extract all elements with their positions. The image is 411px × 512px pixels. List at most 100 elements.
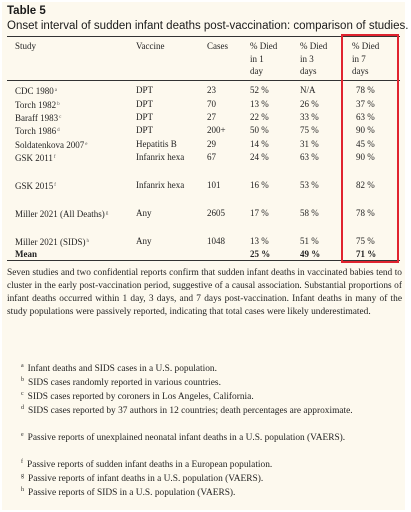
vaccine: Any xyxy=(136,236,152,246)
died-3-days: 33 % xyxy=(300,112,319,122)
footnote-marker: d xyxy=(21,405,24,411)
footnote-marker: g xyxy=(21,473,24,479)
cases: 70 xyxy=(207,99,216,109)
footnote-mark: f xyxy=(53,155,56,160)
mean-label: Mean xyxy=(15,249,37,259)
study-name: Torch 1986d xyxy=(15,126,60,136)
footnote-text: SIDS cases randomly reported in various … xyxy=(28,378,221,388)
header-died-7-days: % Died in 7 days xyxy=(352,40,379,78)
died-3-days: 31 % xyxy=(300,139,319,149)
study-name: Soldatenkova 2007e xyxy=(15,140,88,150)
died-7-days: 45 % xyxy=(356,139,375,149)
vaccine: DPT xyxy=(136,99,154,109)
footnote-item: h Passive reports of SIDS in a U.S. popul… xyxy=(7,484,402,500)
cases: 1048 xyxy=(207,236,225,246)
header-died-1-day: % Died in 1 day xyxy=(250,40,277,78)
vaccine: Any xyxy=(136,208,152,218)
died-3-days: 58 % xyxy=(300,208,319,218)
died-7-days: 82 % xyxy=(356,180,375,190)
cases: 67 xyxy=(207,152,216,162)
vaccine: Infanrix hexa xyxy=(136,152,185,162)
died-7-days: 37 % xyxy=(356,99,375,109)
died-7-days: 63 % xyxy=(356,112,375,122)
header-d3-line1: % Died xyxy=(300,41,328,51)
footnote-mark: h xyxy=(86,239,90,244)
mean-7-days: 71 % xyxy=(356,249,377,259)
footnote-item: c SIDS cases reported by coroners in Los … xyxy=(7,388,402,404)
footnote-item: f Passive reports of sudden infant deaths… xyxy=(7,456,402,472)
footnote-item: b SIDS cases randomly reported in various… xyxy=(7,374,402,390)
header-d3-line3: days xyxy=(300,66,317,76)
header-d3-line2: in 3 xyxy=(300,53,314,64)
vaccine: Infanrix hexa xyxy=(136,180,185,190)
died-7-days: 78 % xyxy=(356,85,375,95)
footnote-marker: a xyxy=(21,363,24,369)
highlight-7-day-column xyxy=(341,34,399,263)
died-3-days: 26 % xyxy=(300,99,319,109)
study-name: Miller 2021 (SIDS)h xyxy=(15,237,90,247)
died-1-day: 52 % xyxy=(250,85,269,95)
table-title: Table 5 xyxy=(7,5,46,17)
died-7-days: 90 % xyxy=(356,125,375,135)
cases: 101 xyxy=(207,180,221,190)
top-rule xyxy=(7,36,400,37)
study-name: Torch 1982b xyxy=(15,100,60,110)
mean-1-day: 25 % xyxy=(250,249,271,259)
footnote-mark: e xyxy=(85,142,88,147)
study-name: Miller 2021 (All Deaths)g xyxy=(15,209,109,219)
died-3-days: N/A xyxy=(300,85,316,95)
cases: 200+ xyxy=(207,125,226,135)
study-name: CDC 1980a xyxy=(15,86,57,96)
died-1-day: 50 % xyxy=(250,125,269,135)
study-name: GSK 2015f xyxy=(15,181,56,191)
footnote-text: Passive reports of infant deaths in a U.… xyxy=(28,474,264,484)
died-7-days: 90 % xyxy=(356,152,375,162)
vaccine: Hepatitis B xyxy=(136,139,177,149)
cases: 27 xyxy=(207,112,216,122)
header-study: Study xyxy=(15,41,37,51)
header-d7-line3: days xyxy=(352,66,369,76)
table-summary: Seven studies and two confidential repor… xyxy=(7,268,402,317)
footnote-mark: g xyxy=(105,211,109,216)
footnote-item: d SIDS cases reported by 37 authors in 12… xyxy=(7,402,402,418)
died-3-days: 53 % xyxy=(300,180,319,190)
died-1-day: 17 % xyxy=(250,208,269,218)
footnote-mark: d xyxy=(57,128,60,133)
footnote-marker: e xyxy=(21,432,24,438)
vaccine: DPT xyxy=(136,125,154,135)
footnote-text: Infant deaths and SIDS cases in a U.S. p… xyxy=(27,364,217,374)
footnote-marker: c xyxy=(21,391,24,397)
study-name: Baraff 1983c xyxy=(15,113,62,123)
footnote-marker: h xyxy=(21,487,24,493)
footnote-item: e Passive reports of unexplained neonatal… xyxy=(7,429,402,445)
footnote-text: Passive reports of SIDS in a U.S. popula… xyxy=(28,488,236,498)
header-cases: Cases xyxy=(207,41,228,51)
mean-3-days: 49 % xyxy=(300,249,321,259)
footnote-mark: b xyxy=(57,102,60,107)
died-1-day: 14 % xyxy=(250,139,269,149)
header-d1-line3: day xyxy=(250,66,263,76)
footnote-text: SIDS cases reported by 37 authors in 12 … xyxy=(28,406,353,416)
cases: 23 xyxy=(207,85,216,95)
table-caption: Onset interval of sudden infant deaths p… xyxy=(7,20,409,32)
study-name: GSK 2011f xyxy=(15,153,56,163)
footnote-item: a Infant deaths and SIDS cases in a U.S. … xyxy=(7,360,402,376)
footnote-mark: c xyxy=(59,115,62,120)
footnote-marker: f xyxy=(21,459,23,465)
bottom-rule xyxy=(7,260,400,261)
header-rule xyxy=(7,80,400,81)
died-1-day: 24 % xyxy=(250,152,269,162)
footnote-mark: f xyxy=(54,183,56,188)
header-d7-line2: in 7 xyxy=(352,53,366,64)
died-1-day: 22 % xyxy=(250,112,269,122)
died-7-days: 78 % xyxy=(356,208,375,218)
footnote-item: g Passive reports of infant deaths in a U… xyxy=(7,470,402,486)
died-3-days: 75 % xyxy=(300,125,319,135)
footnote-marker: b xyxy=(21,377,24,383)
footnote-text: Passive reports of sudden infant deaths … xyxy=(27,460,273,470)
footnote-text: Passive reports of unexplained neonatal … xyxy=(27,433,346,443)
footnote-text: SIDS cases reported by coroners in Los A… xyxy=(27,392,254,402)
vaccine: DPT xyxy=(136,85,154,95)
died-1-day: 13 % xyxy=(250,99,269,109)
